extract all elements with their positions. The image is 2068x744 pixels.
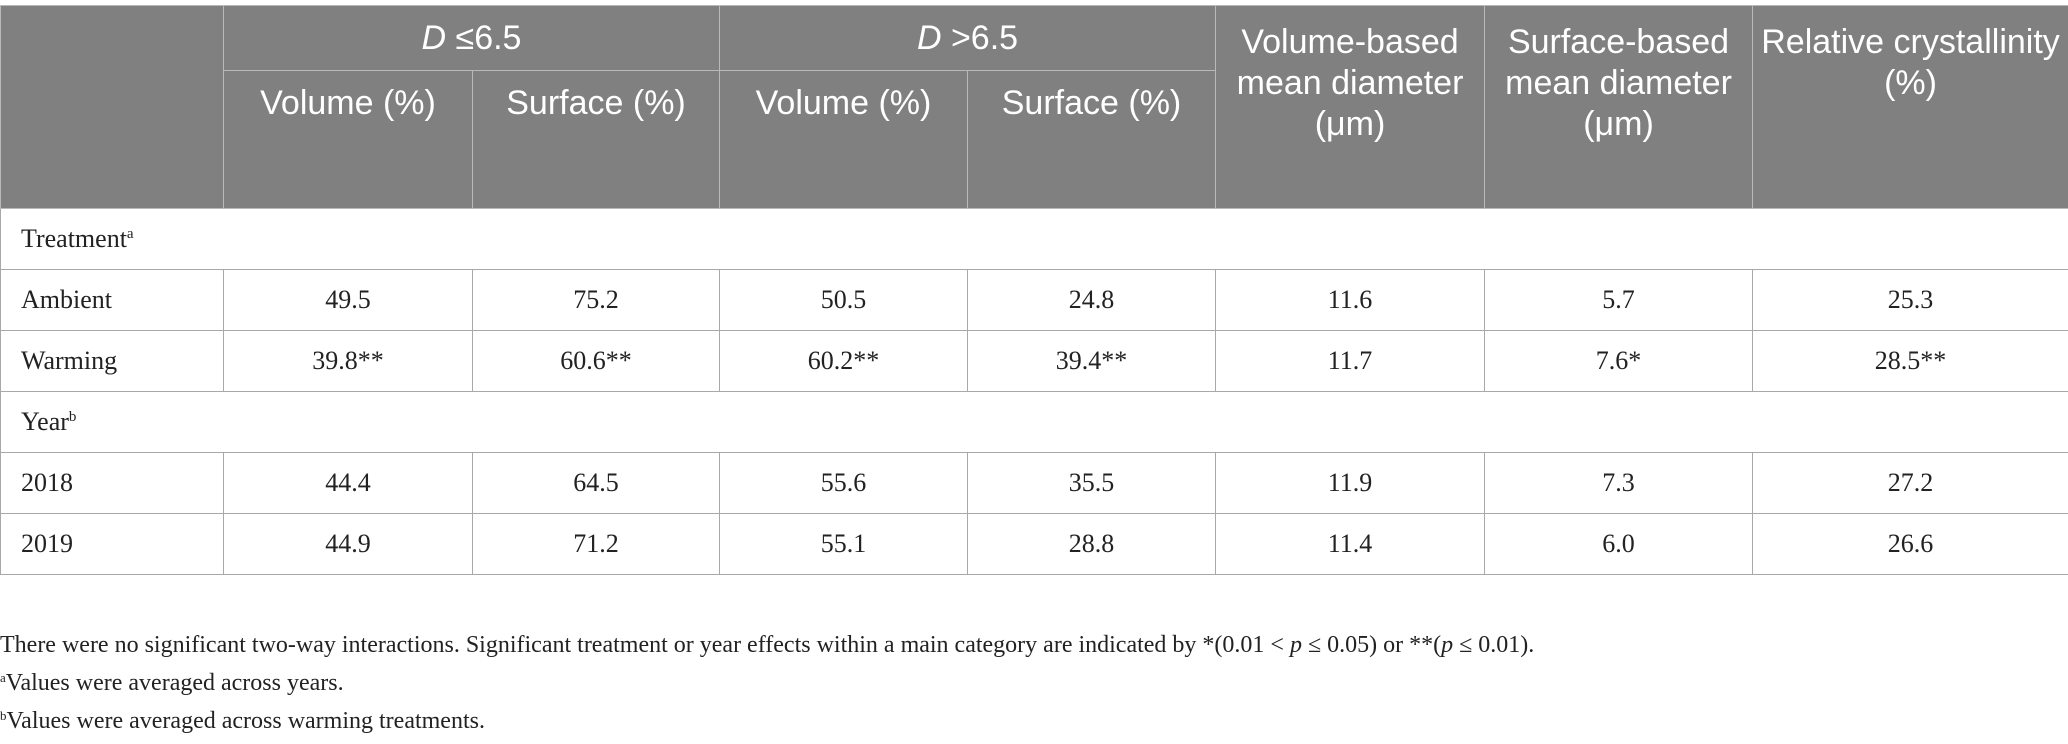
section-label-treatment: Treatmenta	[0, 208, 2068, 270]
p-symbol: p	[1441, 632, 1454, 658]
cell-surface-d-gt-6-5: 39.4**	[966, 330, 1217, 392]
table-row-2019: 2019 44.9 71.2 55.1 28.8 11.4 6.0 26.6	[0, 513, 2068, 575]
footnote-main: There were no significant two-way intera…	[0, 626, 1534, 664]
cell-relative-crystallinity: 25.3	[1752, 269, 2068, 331]
row-label: Ambient	[0, 269, 224, 331]
section-label-year: Yearb	[0, 391, 2068, 453]
row-label: 2019	[0, 513, 224, 575]
footnote-a-text: Values were averaged across years.	[5, 670, 344, 696]
header-group-d-le-6-5: D ≤6.5	[223, 5, 720, 71]
header-volume-d-gt-6-5: Volume (%)	[719, 70, 968, 209]
cell-surface-mean-diameter: 7.6*	[1484, 330, 1754, 392]
header-surface-d-le-6-5: Surface (%)	[472, 70, 720, 209]
table-body: Treatmenta Ambient 49.5 75.2 50.5 24.8 1…	[0, 208, 2068, 575]
footnote-marker: a	[126, 226, 134, 242]
results-table: D ≤6.5 D >6.5 Volume-based mean diameter…	[0, 5, 2068, 575]
cell-volume-d-gt-6-5: 55.6	[719, 452, 968, 514]
cell-surface-d-le-6-5: 71.2	[472, 513, 720, 575]
footnote-a: aValues were averaged across years.	[0, 664, 1534, 702]
cell-surface-d-le-6-5: 60.6**	[472, 330, 720, 392]
table-row-warming: Warming 39.8** 60.6** 60.2** 39.4** 11.7…	[0, 330, 2068, 392]
cell-surface-d-le-6-5: 75.2	[472, 269, 720, 331]
table-row-2018: 2018 44.4 64.5 55.6 35.5 11.9 7.3 27.2	[0, 452, 2068, 514]
header-relative-crystallinity: Relative crystallinity (%)	[1752, 5, 2068, 209]
footnote-marker: b	[0, 708, 7, 723]
header-volume-d-le-6-5: Volume (%)	[223, 70, 473, 209]
row-label: Warming	[0, 330, 224, 392]
cell-volume-mean-diameter: 11.7	[1215, 330, 1486, 392]
section-label-text: Treatment	[21, 224, 127, 253]
cell-volume-d-gt-6-5: 60.2**	[719, 330, 968, 392]
section-row-year: Yearb	[0, 391, 2068, 453]
header-group-d-gt-6-5: D >6.5	[718, 5, 1217, 71]
header-group-threshold: ≤6.5	[446, 18, 522, 57]
table-footnotes: There were no significant two-way intera…	[0, 626, 1534, 740]
cell-surface-d-gt-6-5: 35.5	[966, 452, 1217, 514]
header-group-threshold: >6.5	[941, 18, 1019, 57]
section-row-treatment: Treatmenta	[0, 208, 2068, 270]
cell-volume-mean-diameter: 11.4	[1215, 513, 1486, 575]
cell-relative-crystallinity: 27.2	[1752, 452, 2068, 514]
header-surface-d-gt-6-5: Surface (%)	[966, 70, 1217, 209]
cell-surface-d-gt-6-5: 24.8	[966, 269, 1217, 331]
footnote-b-text: Values were averaged across warming trea…	[6, 708, 485, 734]
cell-volume-d-gt-6-5: 50.5	[719, 269, 968, 331]
section-label-text: Year	[21, 407, 69, 436]
cell-surface-d-le-6-5: 64.5	[472, 452, 720, 514]
cell-volume-d-le-6-5: 44.9	[223, 513, 473, 575]
row-label: 2018	[0, 452, 224, 514]
cell-surface-d-gt-6-5: 28.8	[966, 513, 1217, 575]
cell-relative-crystallinity: 26.6	[1752, 513, 2068, 575]
d-symbol: D	[421, 18, 447, 57]
cell-volume-mean-diameter: 11.6	[1215, 269, 1486, 331]
header-volume-mean-diameter: Volume-based mean diameter (μm)	[1215, 5, 1486, 209]
cell-surface-mean-diameter: 5.7	[1484, 269, 1754, 331]
table-header: D ≤6.5 D >6.5 Volume-based mean diameter…	[0, 5, 2068, 209]
cell-volume-mean-diameter: 11.9	[1215, 452, 1486, 514]
cell-volume-d-le-6-5: 39.8**	[223, 330, 473, 392]
p-symbol: p	[1289, 632, 1302, 658]
cell-volume-d-le-6-5: 44.4	[223, 452, 473, 514]
cell-volume-d-gt-6-5: 55.1	[719, 513, 968, 575]
footnote-main-text-1: There were no significant two-way intera…	[0, 632, 1290, 658]
cell-surface-mean-diameter: 6.0	[1484, 513, 1754, 575]
footnote-main-text-2: ≤ 0.05) or **(	[1301, 632, 1442, 658]
footnote-b: bValues were averaged across warming tre…	[0, 702, 1534, 740]
table-row-ambient: Ambient 49.5 75.2 50.5 24.8 11.6 5.7 25.…	[0, 269, 2068, 331]
d-symbol: D	[916, 18, 942, 57]
cell-volume-d-le-6-5: 49.5	[223, 269, 473, 331]
cell-surface-mean-diameter: 7.3	[1484, 452, 1754, 514]
cell-relative-crystallinity: 28.5**	[1752, 330, 2068, 392]
header-surface-mean-diameter: Surface-based mean diameter (μm)	[1484, 5, 1754, 209]
footnote-main-text-3: ≤ 0.01).	[1453, 632, 1535, 658]
footnote-marker: a	[0, 670, 6, 685]
corner-header-cell	[0, 5, 224, 209]
footnote-marker: b	[68, 409, 77, 425]
